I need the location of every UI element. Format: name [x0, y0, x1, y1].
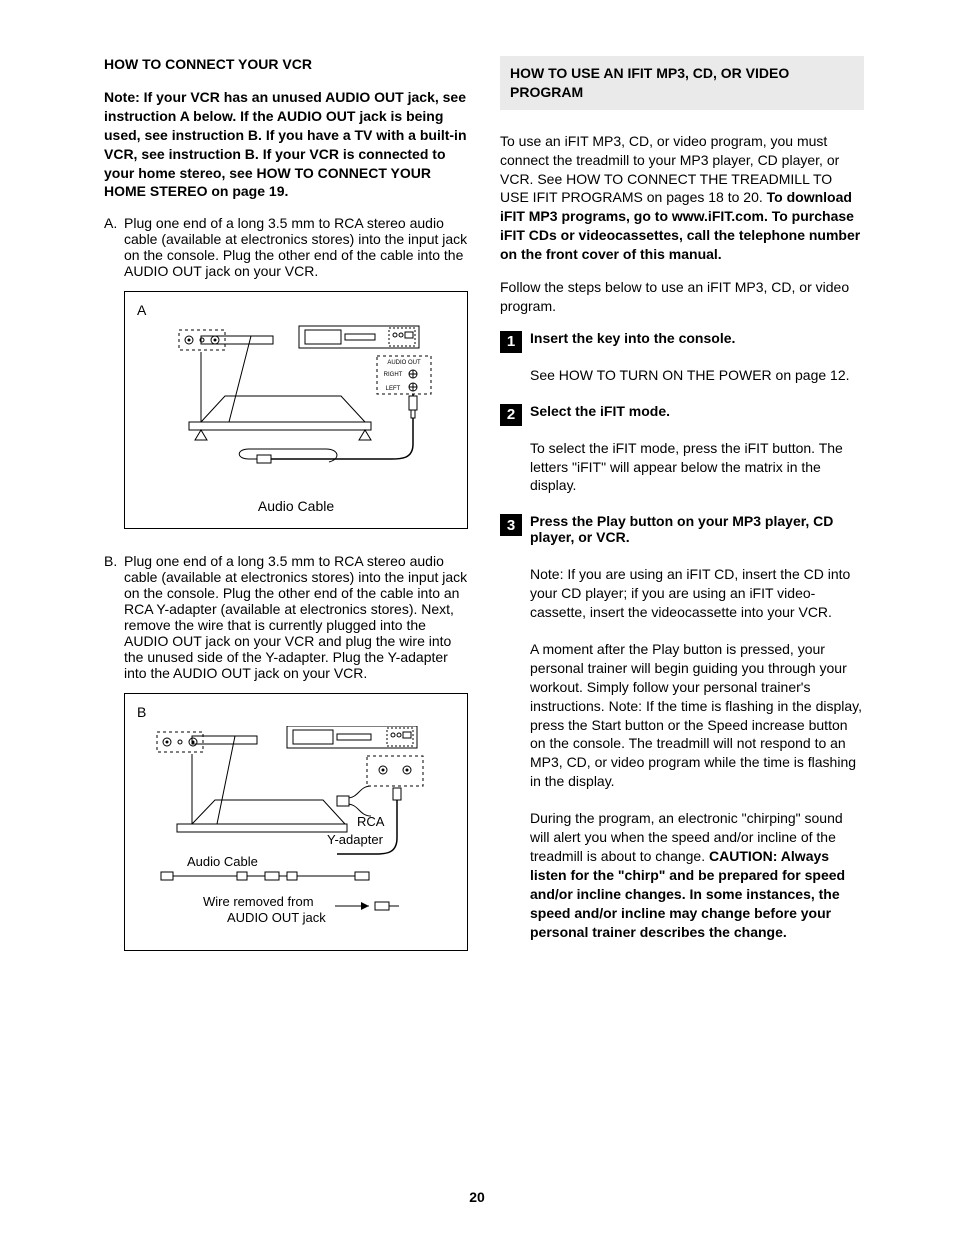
diag-b-rca: RCA [357, 814, 385, 829]
ifit-follow: Follow the steps below to use an iFIT MP… [500, 278, 864, 316]
step-1-title: Insert the key into the console. [530, 330, 864, 346]
step-3-title: Press the Play button on your MP3 player… [530, 513, 864, 545]
step-2: 2 Select the iFIT mode. [500, 403, 864, 429]
diag-b-audiocable: Audio Cable [187, 854, 258, 869]
step-1-num: 1 [500, 331, 522, 353]
item-b-letter: B. [104, 553, 124, 681]
step-3-p3: During the program, an electronic "chirp… [530, 809, 864, 941]
diag-b-yadapter: Y-adapter [327, 832, 384, 847]
item-a-body: Plug one end of a long 3.5 mm to RCA ste… [124, 215, 468, 279]
treadmill-b-svg: RCA Y-adapter Audio Cable Wire removed f… [137, 726, 457, 936]
step-3-num: 3 [500, 514, 522, 536]
item-a: A. Plug one end of a long 3.5 mm to RCA … [104, 215, 468, 279]
step-2-title: Select the iFIT mode. [530, 403, 864, 419]
step-2-body: To select the iFIT mode, press the iFIT … [530, 439, 864, 496]
item-a-letter: A. [104, 215, 124, 279]
diagram-a-caption: Audio Cable [137, 498, 455, 514]
vcr-note: Note: If your VCR has an unused AUDIO OU… [104, 88, 468, 201]
ifit-box-title: HOW TO USE AN IFIT MP3, CD, OR VIDEO PRO… [500, 56, 864, 110]
step-1: 1 Insert the key into the console. [500, 330, 864, 356]
treadmill-a-svg: AUDIO OUT RIGHT LEFT [141, 324, 451, 494]
step-3-p2: A moment after the Play button is presse… [530, 640, 864, 791]
step-2-num: 2 [500, 404, 522, 426]
step-3: 3 Press the Play button on your MP3 play… [500, 513, 864, 555]
step-3-p1: Note: If you are using an iFIT CD, inser… [530, 565, 864, 622]
diagram-b: B [124, 693, 468, 951]
left-column: HOW TO CONNECT YOUR VCR Note: If your VC… [104, 56, 468, 959]
item-b-body: Plug one end of a long 3.5 mm to RCA ste… [124, 553, 468, 681]
page-number: 20 [0, 1189, 954, 1205]
diag-a-right: RIGHT [384, 372, 403, 378]
diag-a-audioout: AUDIO OUT [387, 360, 421, 366]
diag-b-jack: AUDIO OUT jack [227, 910, 326, 925]
right-column: HOW TO USE AN IFIT MP3, CD, OR VIDEO PRO… [500, 56, 864, 959]
diagram-a: A AUDIO OUT RIG [124, 291, 468, 529]
diagram-b-label: B [137, 704, 455, 720]
diag-a-left: LEFT [386, 386, 401, 392]
diagram-a-label: A [137, 302, 455, 318]
vcr-title: HOW TO CONNECT YOUR VCR [104, 56, 468, 72]
step-1-body: See HOW TO TURN ON THE POWER on page 12. [530, 366, 864, 385]
diag-b-wire: Wire removed from [203, 894, 314, 909]
item-b: B. Plug one end of a long 3.5 mm to RCA … [104, 553, 468, 681]
ifit-intro: To use an iFIT MP3, CD, or video program… [500, 132, 864, 264]
